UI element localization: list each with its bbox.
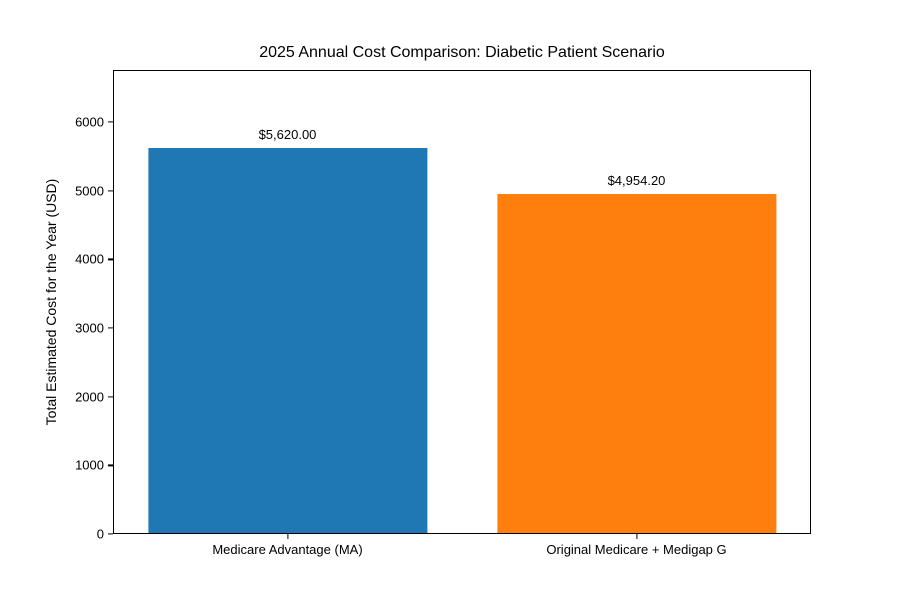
y-tick-label: 1000 <box>75 457 104 473</box>
bar-value-label: $4,954.20 <box>607 172 666 188</box>
y-tick-label: 2000 <box>75 389 104 405</box>
x-category-label: Original Medicare + Medigap G <box>546 542 727 557</box>
y-tick-mark <box>108 327 113 329</box>
y-tick-mark <box>108 464 113 466</box>
bar-value-label: $5,620.00 <box>258 127 317 143</box>
y-tick-mark <box>108 190 113 192</box>
y-tick-mark <box>108 258 113 261</box>
bar-1 <box>147 148 428 533</box>
y-tick-label: 6000 <box>75 114 104 130</box>
y-tick-label: 3000 <box>75 320 104 336</box>
y-tick-label: 0 <box>96 526 104 542</box>
y-axis-label: Total Estimated Cost for the Year (USD) <box>43 178 59 426</box>
x-tick-mark <box>286 534 289 539</box>
bar-2 <box>496 193 777 533</box>
chart-title: 2025 Annual Cost Comparison: Diabetic Pa… <box>259 44 665 61</box>
x-tick-mark <box>635 534 638 539</box>
y-tick-label: 4000 <box>75 251 104 267</box>
y-tick-mark <box>108 533 113 535</box>
x-category-label: Medicare Advantage (MA) <box>212 542 363 557</box>
y-tick-mark <box>108 396 113 398</box>
y-tick-label: 5000 <box>75 183 104 199</box>
y-tick-mark <box>108 121 113 123</box>
